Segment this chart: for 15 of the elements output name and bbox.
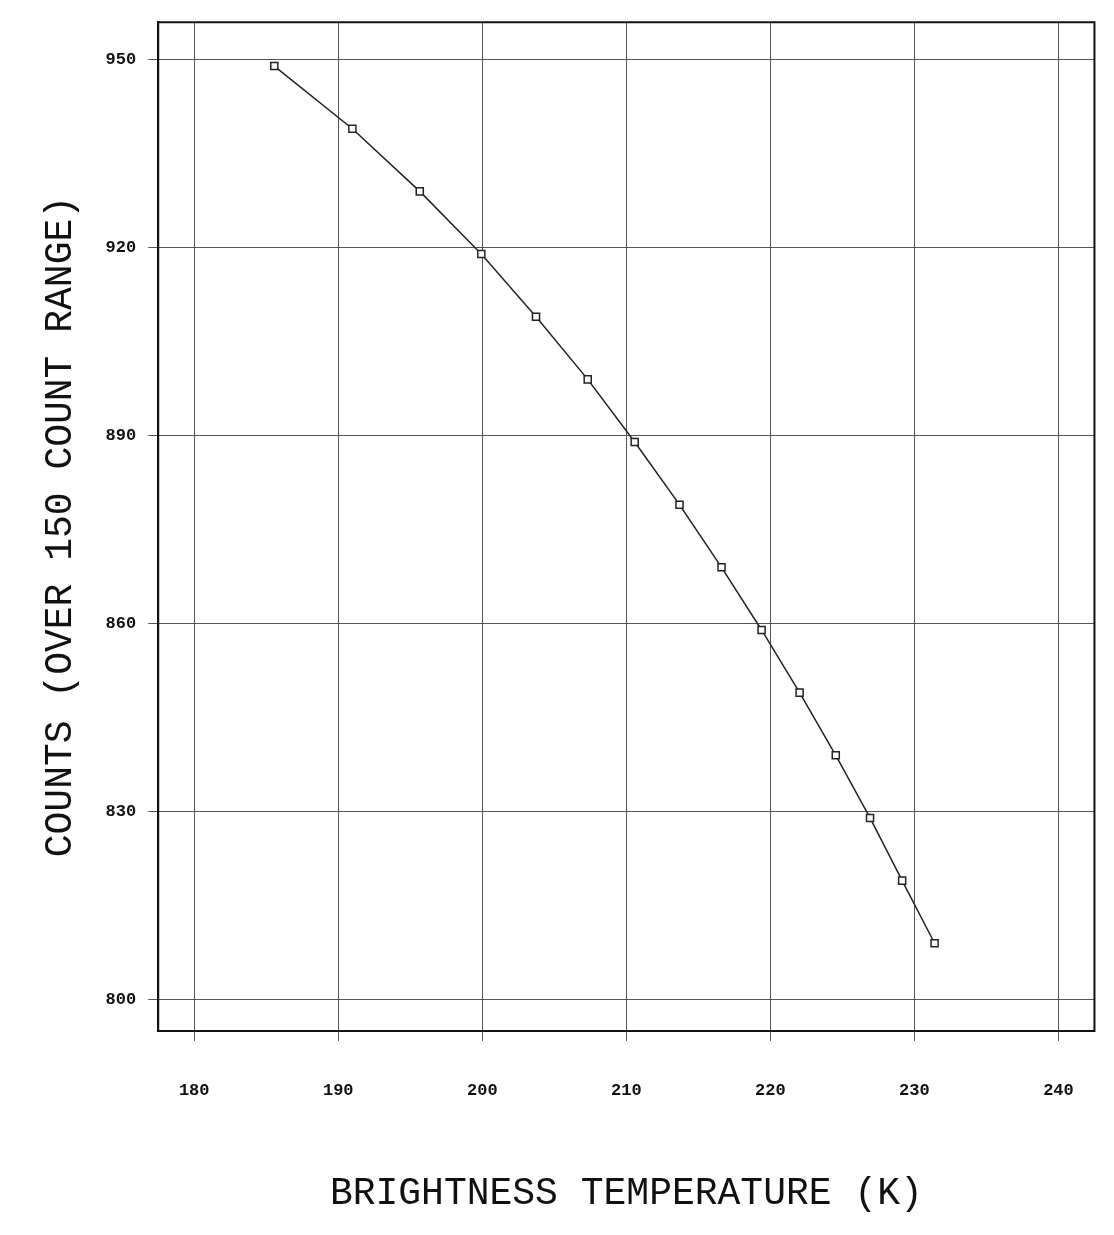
y-tick-label: 950: [105, 50, 137, 70]
x-tick-label: 240: [1043, 1081, 1074, 1101]
y-tick-label: 890: [105, 426, 137, 446]
x-tick-label: 220: [755, 1081, 786, 1101]
x-tick-label: 200: [466, 1081, 498, 1101]
x-tick-label: 210: [611, 1081, 642, 1101]
x-tick-label: 190: [322, 1081, 354, 1101]
x-tick-label: 180: [178, 1081, 210, 1101]
y-axis-title: COUNTS (OVER 150 COUNT RANGE): [38, 195, 82, 858]
y-tick-label: 920: [105, 238, 137, 258]
x-tick-label: 230: [899, 1081, 930, 1101]
y-tick-label: 860: [105, 614, 137, 633]
x-axis-title: BRIGHTNESS TEMPERATURE (K): [329, 1172, 923, 1216]
y-tick-label: 830: [105, 801, 137, 821]
y-tick-label: 800: [105, 989, 137, 1009]
